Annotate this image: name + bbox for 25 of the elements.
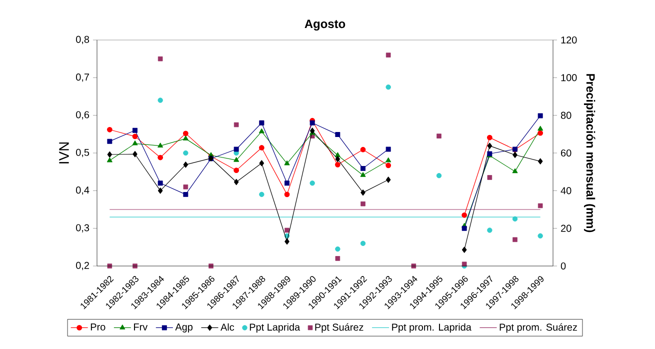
y-tick-label: 0,2 bbox=[76, 262, 89, 270]
y2-axis-title: Precipitación mensual (mm) bbox=[584, 74, 596, 232]
y2-tick-label: 100 bbox=[561, 74, 577, 82]
y-tick-label: 0,7 bbox=[76, 74, 89, 82]
legend-label: Alc bbox=[220, 323, 234, 331]
y2-tick-label: 60 bbox=[561, 149, 572, 157]
legend-label: Frv bbox=[134, 324, 148, 330]
y-tick-label: 0,8 bbox=[76, 36, 90, 44]
chart-title: Agosto bbox=[304, 20, 346, 31]
y2-tick-label: 80 bbox=[560, 112, 572, 119]
y-tick-label: 0,4 bbox=[76, 186, 90, 195]
legend-label: Ppt prom. Laprida bbox=[392, 323, 472, 333]
legend-label: Ppt Laprida bbox=[250, 323, 300, 333]
y2-tick-label: 0 bbox=[560, 262, 566, 270]
y2-tick-label: 40 bbox=[560, 187, 572, 194]
legend-label: Ppt prom. Suárez bbox=[500, 323, 577, 333]
legend-label: Ppt Suárez bbox=[315, 323, 364, 333]
y-axis-title: IVN bbox=[59, 142, 69, 164]
y-tick-label: 0,3 bbox=[76, 224, 90, 232]
legend-label: Agp bbox=[175, 324, 193, 332]
y2-tick-label: 20 bbox=[561, 224, 572, 232]
legend-label: Pro bbox=[90, 324, 106, 330]
y-tick-label: 0,5 bbox=[76, 148, 90, 158]
y2-tick-label: 120 bbox=[561, 36, 577, 44]
y-tick-label: 0,6 bbox=[76, 111, 90, 120]
